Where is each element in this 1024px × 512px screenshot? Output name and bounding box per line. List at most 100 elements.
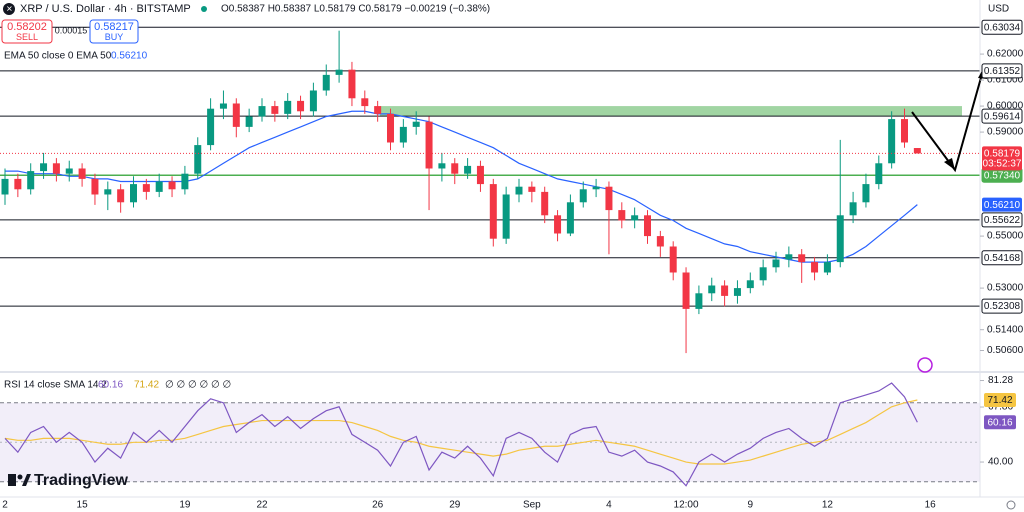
logo-mark	[22, 474, 31, 486]
candle-body	[245, 116, 253, 127]
candle-body	[579, 189, 587, 203]
icon-glyph: ✕	[6, 5, 13, 14]
candle-body	[194, 145, 202, 174]
candle-body	[605, 186, 613, 211]
candle	[644, 210, 651, 244]
y-tick-label: 0.53000	[987, 283, 1024, 294]
candle	[40, 152, 48, 179]
candle	[476, 160, 484, 192]
candle-body	[798, 254, 806, 263]
candle-body	[438, 163, 446, 169]
x-tick-label: 15	[77, 500, 89, 511]
candle-body	[412, 121, 420, 127]
candle-body	[374, 106, 382, 114]
candle-body	[130, 184, 137, 203]
candle-body	[695, 293, 703, 309]
last-price-box	[982, 146, 1022, 171]
candle	[322, 64, 330, 96]
candle-body	[451, 163, 459, 174]
y-tick-label: 0.59000	[987, 127, 1024, 138]
candle	[708, 277, 716, 302]
candle-body	[708, 285, 716, 294]
candle-body	[759, 267, 767, 281]
candle-body	[541, 191, 549, 216]
x-tick-label: 2	[2, 500, 8, 511]
candle	[746, 272, 754, 294]
candle-body	[271, 106, 279, 114]
currency[interactable]: USD	[988, 4, 1009, 15]
candle	[605, 181, 613, 255]
last-price-label: 0.58179	[984, 149, 1021, 160]
candle-body	[733, 288, 741, 296]
rsi-legend: RSI 14 close SMA 14 2	[4, 380, 107, 391]
candle-body	[207, 108, 215, 146]
rsi-value-label: 71.42	[987, 395, 1012, 406]
candle-body	[592, 186, 600, 190]
candle-body	[399, 126, 407, 143]
candle-body	[284, 100, 292, 114]
sell-price: 0.58202	[7, 21, 47, 33]
candle	[14, 173, 22, 198]
candle-body	[849, 202, 857, 216]
ema-line	[5, 110, 918, 263]
price-label-box	[981, 19, 1023, 35]
candle	[502, 186, 510, 244]
candle	[592, 178, 600, 198]
candle-body	[669, 246, 677, 273]
y-tick-label: 0.50600	[987, 345, 1024, 356]
candle-body	[644, 215, 651, 237]
candle	[425, 116, 433, 211]
alert-icon[interactable]	[917, 357, 933, 373]
candle	[721, 280, 729, 307]
candle-body	[40, 163, 48, 172]
price-label: 0.61352	[984, 66, 1021, 77]
candle-body	[219, 103, 227, 109]
x-tick-label: 26	[372, 500, 384, 511]
candle-body	[258, 106, 266, 117]
logo-text: TradingView	[34, 472, 129, 489]
candle-body	[361, 98, 369, 107]
candle	[438, 152, 446, 182]
candle	[566, 194, 574, 237]
price-label: 0.63034	[984, 22, 1021, 33]
candle-body	[823, 262, 831, 273]
ohlc-legend: O0.58387 H0.58387 L0.58179 C0.58179 −0.0…	[221, 4, 490, 15]
sell-label: SELL	[16, 32, 38, 42]
price-label: 0.57340	[984, 170, 1021, 181]
symbol-icon	[3, 3, 15, 15]
rsi-legend-value: 60.16	[98, 380, 123, 391]
logo-mark	[17, 474, 23, 480]
candle-body	[554, 215, 562, 234]
settings-icon[interactable]	[1006, 500, 1016, 510]
candle	[823, 254, 831, 276]
candle	[271, 100, 279, 122]
x-tick-label: 12:00	[674, 500, 699, 511]
candle-body	[348, 69, 356, 99]
candle-body	[168, 181, 176, 190]
market-status	[201, 6, 207, 12]
candle-body	[888, 119, 896, 164]
candle	[785, 246, 793, 268]
ema-label: 0.56210	[984, 200, 1021, 211]
candle	[65, 160, 73, 182]
candle	[579, 181, 587, 208]
candle	[888, 111, 896, 169]
sell-button[interactable]	[1, 19, 53, 44]
symbol-title[interactable]: XRP / U.S. Dollar · 4h · BITSTAMP	[20, 3, 191, 15]
candle	[130, 176, 137, 208]
y-tick-label: 0.51400	[987, 324, 1024, 335]
rsi-value-label: 60.16	[987, 417, 1012, 428]
x-tick-label: 29	[449, 500, 461, 511]
candle	[284, 93, 292, 120]
x-tick-label: 19	[179, 500, 191, 511]
x-tick-label: 4	[606, 500, 612, 511]
y-tick-label: 0.55000	[987, 231, 1024, 242]
price-label: 0.54168	[984, 253, 1021, 264]
candle	[862, 173, 870, 208]
candle	[258, 98, 266, 122]
ema-label-box	[982, 197, 1022, 212]
buy-button[interactable]	[89, 19, 139, 44]
rsi-na-values: ∅ ∅ ∅ ∅ ∅ ∅	[165, 380, 231, 391]
candle	[104, 181, 112, 211]
x-tick-label: 16	[925, 500, 937, 511]
